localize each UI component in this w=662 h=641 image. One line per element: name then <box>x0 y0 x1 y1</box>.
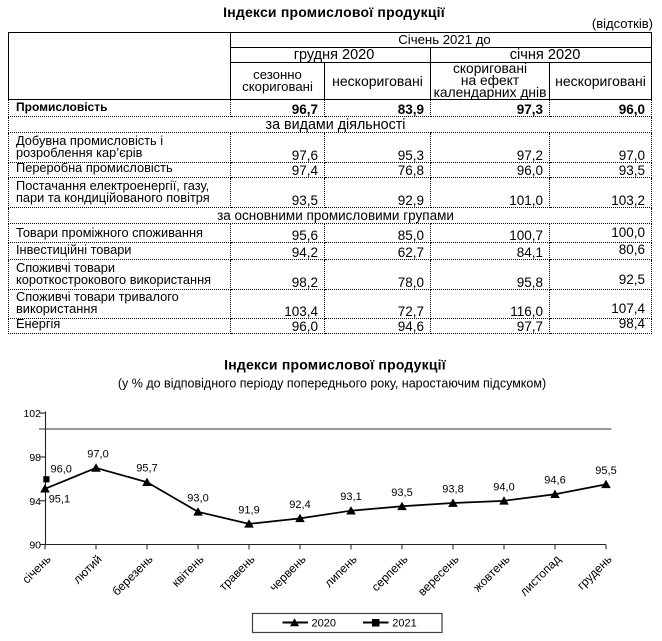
svg-text:94,6: 94,6 <box>544 475 565 487</box>
svg-text:(у % до відповідного періоду п: (у % до відповідного періоду попередньог… <box>118 377 546 391</box>
svg-text:97,0: 97,0 <box>87 448 108 460</box>
svg-text:січень: січень <box>19 552 53 586</box>
svg-text:95,1: 95,1 <box>49 494 70 506</box>
svg-text:серпень: серпень <box>369 552 411 594</box>
svg-text:2020: 2020 <box>312 618 336 630</box>
svg-text:лютий: лютий <box>70 552 104 586</box>
svg-text:травень: травень <box>216 552 257 593</box>
svg-text:березень: березень <box>109 552 155 598</box>
svg-text:Індекси промислової продукції: Індекси промислової продукції <box>224 357 447 373</box>
svg-text:98: 98 <box>29 452 41 464</box>
svg-text:жовтень: жовтень <box>470 552 512 594</box>
svg-text:листопад: листопад <box>517 552 564 599</box>
svg-text:93,5: 93,5 <box>391 487 412 499</box>
svg-text:102: 102 <box>23 408 41 420</box>
svg-text:93,0: 93,0 <box>187 492 208 504</box>
svg-text:92,4: 92,4 <box>289 499 310 511</box>
svg-text:91,9: 91,9 <box>238 504 259 516</box>
svg-text:90: 90 <box>29 540 41 552</box>
svg-text:грудень: грудень <box>574 552 614 592</box>
svg-text:95,7: 95,7 <box>136 463 157 475</box>
svg-text:94: 94 <box>29 496 41 508</box>
svg-text:червень: червень <box>267 552 309 594</box>
svg-text:93,8: 93,8 <box>442 484 463 496</box>
svg-text:95,5: 95,5 <box>595 465 616 477</box>
svg-text:квітень: квітень <box>169 552 207 590</box>
svg-text:вересень: вересень <box>415 552 462 599</box>
svg-text:93,1: 93,1 <box>340 491 361 503</box>
svg-text:липень: липень <box>322 552 360 590</box>
svg-text:94,0: 94,0 <box>493 481 514 493</box>
svg-text:96,0: 96,0 <box>50 464 71 476</box>
svg-text:2021: 2021 <box>392 618 416 630</box>
